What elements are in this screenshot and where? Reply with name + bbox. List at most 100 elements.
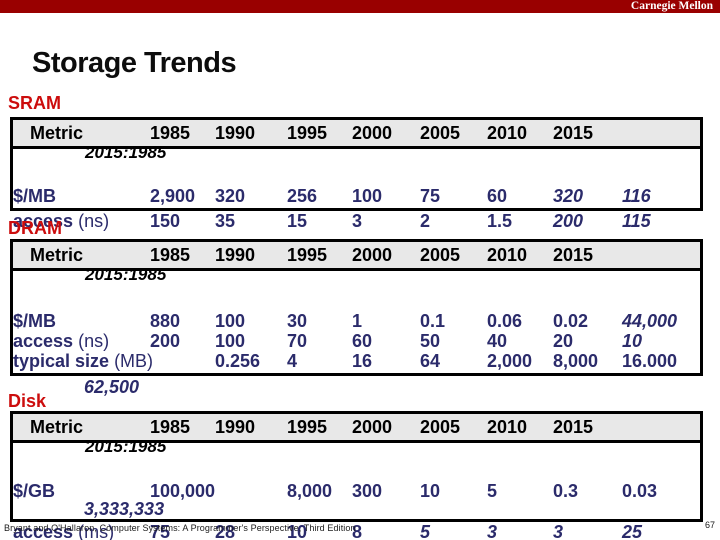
year-column-header: 1990 xyxy=(215,417,256,437)
metric-row-disk: $/GB 100,000 8,000 300 10 5 0.3 0.03 xyxy=(0,481,720,501)
metric-row-dram: access (ns) 200 100 70 60 50 40 20 10 xyxy=(0,331,720,351)
cell-value: 0.06 xyxy=(487,311,523,331)
cell-value: 10 xyxy=(622,331,643,351)
cell-value: 115 xyxy=(622,211,651,231)
cell-value: 256 xyxy=(287,186,318,206)
cell-value: 5 xyxy=(487,481,498,501)
cell-value: 20 xyxy=(553,331,574,351)
cell-value: 3 xyxy=(487,522,498,540)
cell-value: 40 xyxy=(487,331,508,351)
year-column-header: 2010 xyxy=(487,123,528,143)
cell-value: 3 xyxy=(352,211,363,231)
cell-value: 35 xyxy=(215,211,236,231)
cell-value: 0.256 xyxy=(215,351,261,371)
section-label-dram: DRAM xyxy=(8,218,62,238)
metric-row-label-text: $/MB xyxy=(13,186,57,206)
cell-value: 100,000 xyxy=(150,481,216,501)
metric-row-label-unit: (MB) xyxy=(114,351,154,371)
metric-row-dram: typical size (MB) 0.256 4 16 64 2,000 8,000 16.… xyxy=(0,351,720,371)
cell-value: 16 xyxy=(352,351,373,371)
metric-row-label: access (ns) xyxy=(13,331,109,351)
metric-row-label-text: access xyxy=(13,522,74,540)
page-title: Storage Trends xyxy=(32,47,237,79)
cell-value: 15 xyxy=(287,211,308,231)
table-header-row-sram: Metric 1985 1990 1995 2000 2005 2010 2015 xyxy=(13,120,700,149)
year-column-header: 1985 xyxy=(150,245,191,265)
table-header-row-dram: Metric 1985 1990 1995 2000 2005 2010 2015 xyxy=(13,242,700,271)
page-number: 67 xyxy=(704,520,715,530)
cell-value: 30 xyxy=(287,311,308,331)
metric-table-sram: Metric 1985 1990 1995 2000 2005 2010 2015 xyxy=(10,117,703,211)
cell-value: 16.000 xyxy=(622,351,678,371)
metric-row-label: access (ms) xyxy=(13,522,114,540)
year-column-header: 2015 xyxy=(553,417,594,437)
cell-value: 28 xyxy=(215,522,236,540)
metric-row-sram: access (ns) 150 35 15 3 2 1.5 200 115 xyxy=(0,211,720,231)
metric-row-dram: $/MB 880 100 30 1 0.1 0.06 0.02 44,000 xyxy=(0,311,720,331)
cell-value: 0.03 xyxy=(622,481,658,501)
cell-value: 320 xyxy=(215,186,246,206)
year-column-header: 1990 xyxy=(215,123,256,143)
year-column-header: 2015 xyxy=(553,123,594,143)
cell-value: 2 xyxy=(420,211,431,231)
cell-value: 200 xyxy=(553,211,584,231)
metric-row-label-text: $/GB xyxy=(13,481,56,501)
metric-column-header: Metric xyxy=(30,417,84,437)
cell-value: 100 xyxy=(215,311,246,331)
year-column-header: 1985 xyxy=(150,417,191,437)
cell-value: 75 xyxy=(420,186,441,206)
year-column-header: 2000 xyxy=(352,245,393,265)
cell-value: 60 xyxy=(487,186,508,206)
metric-row-disk: access (ms) 75 28 10 8 5 3 3 25 xyxy=(0,522,720,540)
cell-value: 8,000 xyxy=(287,481,333,501)
cell-value: 0.1 xyxy=(420,311,446,331)
cell-value: 2,000 xyxy=(487,351,533,371)
metric-row-label-text: access xyxy=(13,331,74,351)
cell-value: 200 xyxy=(150,331,181,351)
cell-value: 0.02 xyxy=(553,311,589,331)
metric-column-header: Metric xyxy=(30,123,84,143)
metric-row-label: $/GB xyxy=(13,481,55,501)
cell-value: 320 xyxy=(553,186,584,206)
ratio-overflow-value-disk: 3,333,333 xyxy=(84,499,165,519)
cell-value: 100 xyxy=(352,186,383,206)
cell-value: 8 xyxy=(352,522,363,540)
table-header-row-disk: Metric 1985 1990 1995 2000 2005 2010 2015 xyxy=(13,414,700,443)
metric-row-label: typical size (MB) xyxy=(13,351,153,371)
year-column-header: 2010 xyxy=(487,245,528,265)
cell-value: 5 xyxy=(420,522,431,540)
year-column-header: 2015 xyxy=(553,245,594,265)
cell-value: 1 xyxy=(352,311,363,331)
ratio-overflow-value-dram: 62,500 xyxy=(84,377,140,397)
cell-value: 10 xyxy=(287,522,308,540)
section-label-sram: SRAM xyxy=(8,93,61,113)
cell-value: 10 xyxy=(420,481,441,501)
year-column-header: 2000 xyxy=(352,417,393,437)
cell-value: 150 xyxy=(150,211,181,231)
metric-row-label-unit: (ms) xyxy=(78,522,115,540)
metric-column-header: Metric xyxy=(30,245,84,265)
cell-value: 70 xyxy=(287,331,308,351)
metric-row-label-text: $/MB xyxy=(13,311,57,331)
cell-value: 25 xyxy=(622,522,643,540)
cell-value: 1.5 xyxy=(487,211,513,231)
year-column-header: 1995 xyxy=(287,123,328,143)
cell-value: 100 xyxy=(215,331,246,351)
metric-row-label-text: access xyxy=(13,211,74,231)
cell-value: 3 xyxy=(553,522,564,540)
year-column-header: 1990 xyxy=(215,245,256,265)
year-column-header: 1995 xyxy=(287,245,328,265)
year-column-header: 2005 xyxy=(420,123,461,143)
banner-bar xyxy=(0,0,720,13)
cell-value: 60 xyxy=(352,331,373,351)
metric-row-label: $/MB xyxy=(13,186,56,206)
metric-row-sram: $/MB 2,900 320 256 100 75 60 320 116 xyxy=(0,186,720,206)
metric-table-disk: Metric 1985 1990 1995 2000 2005 2010 2015 xyxy=(10,411,703,522)
cell-value: 0.3 xyxy=(553,481,579,501)
metric-row-label: $/MB xyxy=(13,311,56,331)
metric-row-label-text: typical size xyxy=(13,351,110,371)
year-column-header: 1995 xyxy=(287,417,328,437)
footer-citation: Bryant and O'Hallaron, Computer Systems:… xyxy=(4,523,356,533)
cell-value: 75 xyxy=(150,522,171,540)
